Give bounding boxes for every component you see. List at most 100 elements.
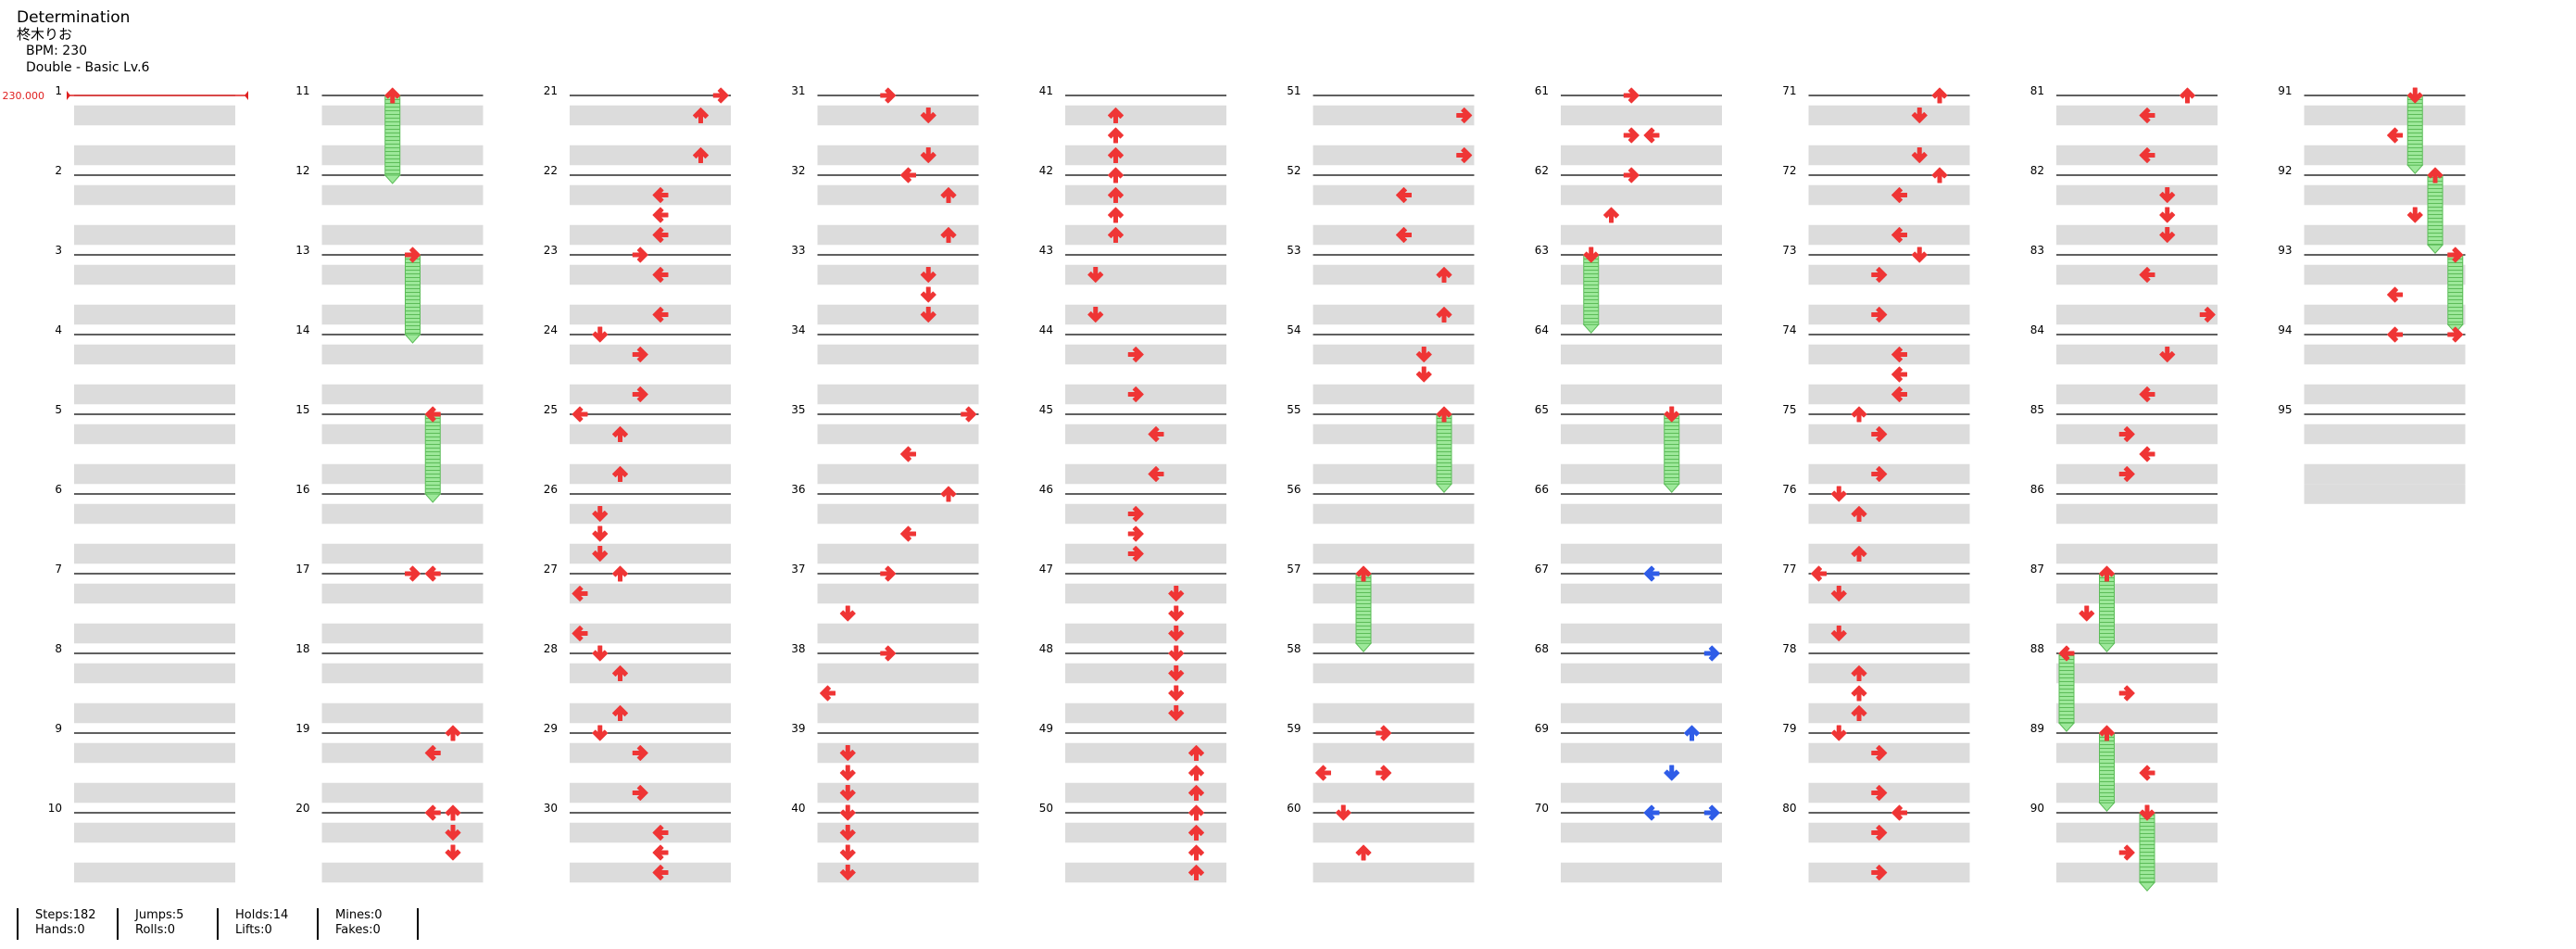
arrow-left-icon [1148, 426, 1164, 442]
measure-row-shade [1313, 822, 1475, 843]
measure-row-shade [570, 463, 731, 485]
measure-row-shade [74, 543, 235, 564]
arrow-up-icon [693, 147, 709, 163]
arrow-down-icon [2159, 347, 2176, 362]
measure-number: 78 [1782, 642, 1796, 655]
measure-row-shade [1065, 264, 1226, 285]
measure: 2 [55, 164, 235, 246]
arrow-right-icon [2118, 844, 2135, 861]
measure-number: 13 [295, 244, 309, 257]
measure-row-shade [1065, 105, 1226, 126]
measure-number: 83 [2030, 244, 2044, 257]
measure-row-shade [321, 344, 484, 365]
measure-number: 25 [544, 403, 558, 416]
measure-row-shade [817, 184, 979, 206]
arrow-right-icon [1703, 645, 1720, 662]
measure-number: 79 [1782, 722, 1796, 735]
arrow-down-icon [920, 147, 936, 163]
measure-number: 4 [55, 323, 62, 336]
measure-row-shade [321, 503, 484, 525]
measure-number: 44 [1039, 323, 1053, 336]
measure-row-shade [1313, 543, 1475, 564]
measure-row-shade [1561, 463, 1722, 485]
measure-row-shade [1561, 623, 1722, 644]
difficulty-label: Double - Basic Lv.6 [26, 60, 150, 75]
measure-number: 7 [55, 563, 62, 576]
measure-row-shade [1808, 463, 1970, 485]
measure-row-shade [1808, 105, 1970, 126]
measure-row-shade [2304, 304, 2466, 325]
arrow-down-icon [1664, 406, 1680, 423]
arrow-up-icon [1108, 207, 1124, 223]
arrow-left-icon [652, 207, 669, 223]
arrow-left-icon [1643, 127, 1660, 144]
arrow-up-icon [612, 426, 628, 442]
measure-number: 26 [544, 483, 558, 496]
measure-row-shade [2056, 822, 2218, 843]
bpm-label: BPM: 230 [26, 44, 88, 58]
measure-row-shade [2304, 105, 2466, 126]
measure-row-shade [321, 145, 484, 166]
arrow-right-icon [1127, 347, 1144, 362]
arrow-up-icon [1108, 227, 1124, 243]
measure: 79 [1782, 722, 1970, 803]
measure-row-shade [570, 424, 731, 445]
hold-body [1435, 413, 1453, 494]
measure-row-shade [74, 344, 235, 365]
measure-number: 87 [2030, 563, 2044, 576]
measure: 72 [1782, 164, 1970, 246]
measure-row-shade [1065, 862, 1226, 883]
measure-row-shade [74, 862, 235, 883]
bpm-marker: 230.000 [3, 90, 45, 102]
measure-number: 46 [1039, 483, 1053, 496]
arrow-left-icon [652, 267, 669, 283]
arrow-right-icon [1871, 825, 1888, 841]
measure-row-shade [1561, 702, 1722, 724]
measure: 26 [544, 483, 731, 564]
measure-row-shade [321, 463, 484, 485]
measure-row-shade [321, 862, 484, 883]
hold-body [2406, 95, 2424, 175]
measure-row-shade [2056, 424, 2218, 445]
measure-number: 74 [1782, 323, 1796, 336]
measure-row-shade [817, 424, 979, 445]
arrow-right-icon [2118, 466, 2135, 482]
hold-body [2426, 174, 2444, 255]
measure-row-shade [1561, 583, 1722, 604]
measure: 6 [55, 483, 235, 564]
measure-number: 43 [1039, 244, 1053, 257]
arrow-up-icon [612, 466, 628, 482]
measure-row-shade [1065, 463, 1226, 485]
measure: 16 [295, 483, 484, 564]
measure-row-shade [2056, 782, 2218, 803]
measure-number: 75 [1782, 403, 1796, 416]
measure-row-shade [1561, 105, 1722, 126]
measure-number: 62 [1535, 164, 1549, 177]
measure-row-shade [817, 503, 979, 525]
measure-number: 68 [1535, 642, 1549, 655]
measure: 11 [295, 84, 484, 166]
measure-number: 82 [2030, 164, 2044, 177]
measure-row-shade [2056, 224, 2218, 246]
arrow-up-icon [1188, 745, 1204, 761]
measure-number: 61 [1535, 84, 1549, 97]
arrow-down-icon [2139, 804, 2155, 821]
arrow-down-icon [1583, 247, 1600, 263]
stats-col-steps: Steps:182 Hands:0 [17, 908, 117, 940]
measure-number: 38 [791, 642, 805, 655]
measure-number: 23 [544, 244, 558, 257]
measure: 68 [1535, 642, 1722, 724]
measure-number: 15 [295, 403, 309, 416]
arrow-right-icon [1871, 307, 1888, 323]
measure-row-shade [1065, 424, 1226, 445]
arrow-up-icon [1851, 406, 1867, 423]
arrow-down-icon [592, 326, 609, 343]
arrow-left-icon [1811, 565, 1827, 582]
hold-body [383, 95, 401, 184]
measure: 82 [2030, 164, 2218, 246]
arrow-down-icon [2159, 187, 2176, 203]
arrow-left-icon [900, 525, 916, 542]
measure-number: 58 [1287, 642, 1301, 655]
arrow-down-icon [920, 108, 936, 123]
measure-number: 91 [2278, 84, 2292, 97]
